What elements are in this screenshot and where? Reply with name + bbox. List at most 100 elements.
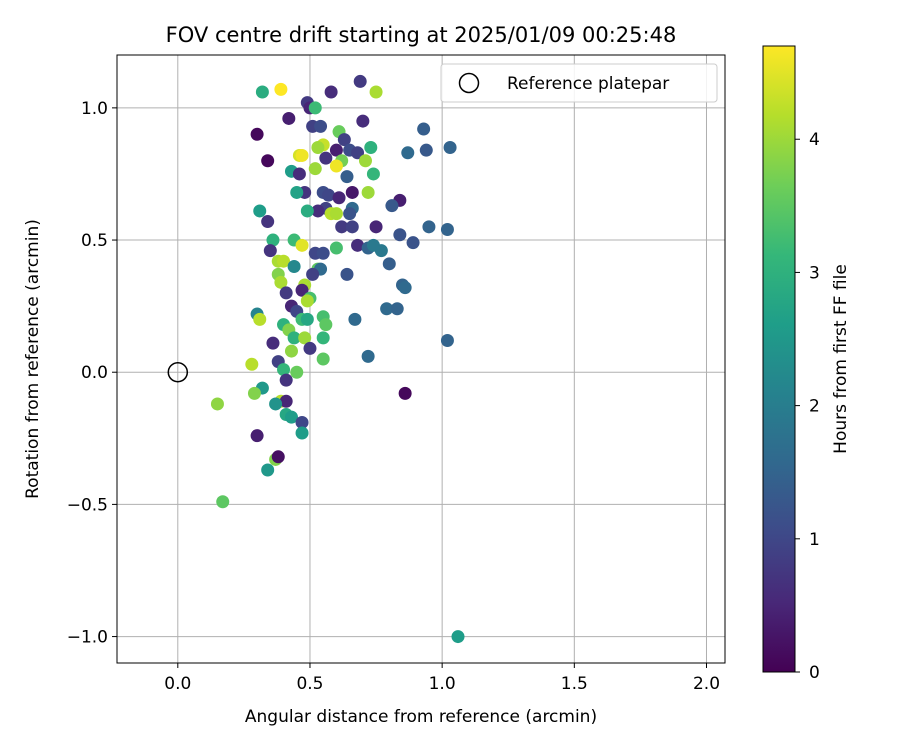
x-tick-label: 1.0 xyxy=(429,674,456,694)
data-point xyxy=(308,101,322,115)
colorbar-tick-label: 4 xyxy=(809,130,820,150)
data-point xyxy=(263,244,277,258)
x-axis-label: Angular distance from reference (arcmin) xyxy=(245,707,597,727)
y-tick-label: −0.5 xyxy=(67,495,108,515)
data-point xyxy=(274,82,288,96)
data-point xyxy=(247,386,261,400)
legend-label-reference: Reference platepar xyxy=(507,74,669,94)
grid-layer xyxy=(117,55,725,663)
legend-marker-reference xyxy=(458,72,480,94)
data-point xyxy=(361,349,375,363)
data-point xyxy=(255,85,269,99)
data-point xyxy=(443,141,457,155)
reference-layer xyxy=(167,361,189,383)
data-point xyxy=(353,74,367,88)
data-point xyxy=(284,410,298,424)
data-point xyxy=(279,286,293,300)
data-point xyxy=(279,394,293,408)
data-point xyxy=(292,167,306,181)
data-point xyxy=(250,127,264,141)
data-point xyxy=(261,215,275,229)
data-point xyxy=(419,143,433,157)
data-point xyxy=(311,141,325,155)
colorbar-tick-label: 0 xyxy=(809,663,820,683)
data-point xyxy=(406,236,420,250)
data-point xyxy=(329,207,343,221)
data-point xyxy=(311,204,325,218)
colorbar-tick-label: 3 xyxy=(809,263,820,283)
data-point xyxy=(266,233,280,247)
data-point xyxy=(287,259,301,273)
data-point xyxy=(324,85,338,99)
colorbar-tick-label: 1 xyxy=(809,530,820,550)
data-point xyxy=(332,191,346,205)
data-point xyxy=(382,257,396,271)
data-point xyxy=(274,275,288,289)
y-tick-label: 0.0 xyxy=(81,363,108,383)
data-point xyxy=(261,463,275,477)
colorbar-ticks: 0 1 2 3 4 xyxy=(795,130,820,683)
data-point xyxy=(290,365,304,379)
y-tick-label: 1.0 xyxy=(81,99,108,119)
data-point xyxy=(245,357,259,371)
data-point xyxy=(345,220,359,234)
x-tick-label: 0.5 xyxy=(296,674,323,694)
data-point xyxy=(361,185,375,199)
data-point xyxy=(290,185,304,199)
data-point xyxy=(358,154,372,168)
data-point xyxy=(345,185,359,199)
data-point xyxy=(329,143,343,157)
x-tick-label: 2.0 xyxy=(693,674,720,694)
data-point xyxy=(295,426,309,440)
data-point xyxy=(277,254,291,268)
colorbar-tick-label: 2 xyxy=(809,397,820,417)
data-point xyxy=(295,148,309,162)
data-point xyxy=(343,207,357,221)
data-point xyxy=(390,302,404,316)
data-point xyxy=(369,220,383,234)
data-point xyxy=(300,204,314,218)
data-point xyxy=(451,630,465,644)
data-point xyxy=(319,318,333,332)
data-point xyxy=(269,397,283,411)
data-point xyxy=(314,119,328,133)
data-point xyxy=(298,331,312,345)
data-point xyxy=(300,294,314,308)
data-point xyxy=(295,415,309,429)
x-tick-label: 1.5 xyxy=(561,674,588,694)
data-point xyxy=(271,450,285,464)
data-point xyxy=(393,228,407,242)
data-point xyxy=(282,111,296,125)
data-point xyxy=(366,167,380,181)
data-point xyxy=(351,146,365,160)
data-point xyxy=(210,397,224,411)
data-point xyxy=(316,331,330,345)
data-point xyxy=(401,146,415,160)
legend: Reference platepar xyxy=(440,63,718,103)
data-point xyxy=(250,429,264,443)
y-tick-label: −1.0 xyxy=(67,628,108,648)
data-point xyxy=(356,114,370,128)
data-point xyxy=(284,344,298,358)
data-point xyxy=(306,267,320,281)
colorbar: 0 1 2 3 4 Hours from first FF file xyxy=(762,45,851,683)
chart-title: FOV centre drift starting at 2025/01/09 … xyxy=(166,23,677,47)
data-point xyxy=(385,199,399,213)
plot-area-frame xyxy=(116,54,726,664)
data-point xyxy=(440,222,454,236)
data-point xyxy=(295,238,309,252)
y-axis-ticks: −1.0 −0.5 0.0 0.5 1.0 xyxy=(67,99,117,648)
reference-platepar-marker xyxy=(167,361,189,383)
y-tick-label: 0.5 xyxy=(81,231,108,251)
data-point xyxy=(319,151,333,165)
data-point xyxy=(340,170,354,184)
data-point xyxy=(321,188,335,202)
data-point xyxy=(303,341,317,355)
x-axis-ticks: 0.0 0.5 1.0 1.5 2.0 xyxy=(164,663,720,694)
data-point xyxy=(261,154,275,168)
x-tick-label: 0.0 xyxy=(164,674,191,694)
data-point xyxy=(340,267,354,281)
data-point xyxy=(253,204,267,218)
data-point xyxy=(348,312,362,326)
data-point xyxy=(216,495,230,509)
